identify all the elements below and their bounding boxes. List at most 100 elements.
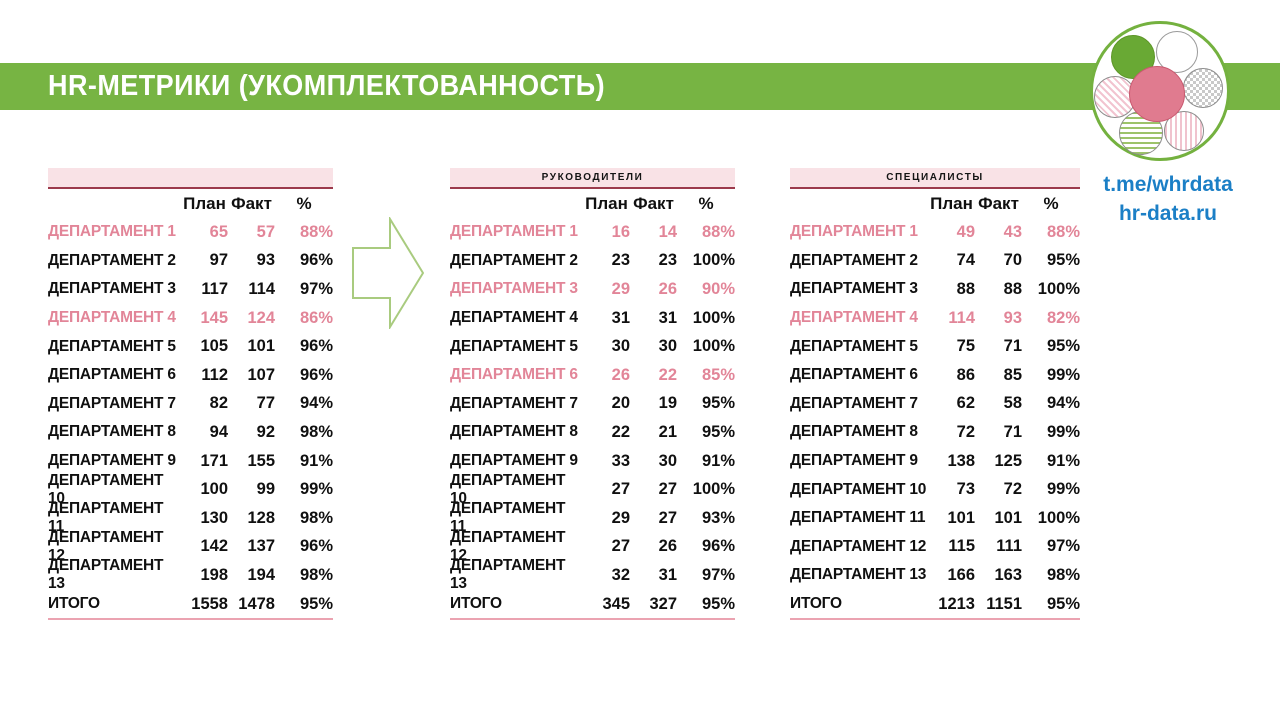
plan-value: 100 xyxy=(200,480,228,499)
fact-value: 30 xyxy=(658,451,677,470)
percent-value: 95% xyxy=(701,594,735,613)
table-row: ДЕПАРТАМЕНТ 3 117 114 97% xyxy=(48,275,333,304)
percent-value: 94% xyxy=(1046,394,1080,413)
row-label: ДЕПАРТАМЕНТ 13 xyxy=(48,557,164,593)
row-label: ДЕПАРТАМЕНТ 12 xyxy=(48,528,164,564)
row-label: ДЕПАРТАМЕНТ 5 xyxy=(790,337,918,355)
table-row: ДЕПАРТАМЕНТ 2 97 93 96% xyxy=(48,247,333,276)
fact-value: 88 xyxy=(1003,279,1022,298)
fact-value: 85 xyxy=(1003,365,1022,384)
percent-value: 95% xyxy=(701,422,735,441)
table-row: ДЕПАРТАМЕНТ 3 88 88 100% xyxy=(790,275,1080,304)
table-row: ДЕПАРТАМЕНТ 7 20 19 95% xyxy=(450,390,735,419)
plan-value: 30 xyxy=(611,337,630,356)
table-row: ДЕПАРТАМЕНТ 4 114 93 82% xyxy=(790,304,1080,333)
plan-value: 73 xyxy=(956,480,975,499)
fact-value: 93 xyxy=(1003,308,1022,327)
row-label: ДЕПАРТАМЕНТ 13 xyxy=(450,557,566,593)
percent-value: 86% xyxy=(299,308,333,327)
plan-value: 29 xyxy=(611,508,630,527)
table-row: ДЕПАРТАМЕНТ 7 62 58 94% xyxy=(790,390,1080,419)
column-header-percent: % xyxy=(1043,193,1059,213)
link-site[interactable]: hr-data.ru xyxy=(1118,202,1217,225)
fact-value: 71 xyxy=(1003,422,1022,441)
table-row: ДЕПАРТАМЕНТ 12 27 26 96% xyxy=(450,529,735,564)
fact-value: 31 xyxy=(658,308,677,327)
fact-value: 26 xyxy=(658,537,677,556)
table-row: ДЕПАРТАМЕНТ 9 33 30 91% xyxy=(450,447,735,476)
table-row: ДЕПАРТАМЕНТ 13 166 163 98% xyxy=(790,561,1080,590)
percent-value: 98% xyxy=(1046,565,1080,584)
percent-value: 96% xyxy=(299,337,333,356)
percent-value: 91% xyxy=(299,451,333,470)
table-row: ДЕПАРТАМЕНТ 4 145 124 86% xyxy=(48,304,333,333)
plan-value: 33 xyxy=(611,451,630,470)
row-label: ДЕПАРТАМЕНТ 7 xyxy=(48,394,176,412)
table-row: ДЕПАРТАМЕНТ 6 86 85 99% xyxy=(790,361,1080,390)
column-header-row: План Факт% xyxy=(790,189,1080,218)
petal-white-icon xyxy=(1156,31,1198,73)
row-label: ИТОГО xyxy=(48,595,100,613)
percent-value: 100% xyxy=(692,308,735,327)
column-header-row: План Факт% xyxy=(48,189,333,218)
row-label: ДЕПАРТАМЕНТ 3 xyxy=(450,280,578,298)
row-label: ДЕПАРТАМЕНТ 7 xyxy=(790,394,918,412)
column-header-plan: План xyxy=(183,193,226,213)
table-row: ДЕПАРТАМЕНТ 10 27 27 100% xyxy=(450,472,735,507)
staffing-table-specialists: СПЕЦИАЛИСТЫ План Факт% ДЕПАРТАМЕНТ 1 49 43 88%… xyxy=(790,168,1080,621)
petal-gray-checker-icon xyxy=(1183,68,1223,108)
fact-value: 57 xyxy=(256,222,275,241)
percent-value: 99% xyxy=(1046,422,1080,441)
table-row: ДЕПАРТАМЕНТ 2 74 70 95% xyxy=(790,247,1080,276)
table-row: ДЕПАРТАМЕНТ 8 22 21 95% xyxy=(450,418,735,447)
plan-value: 26 xyxy=(611,365,630,384)
row-label: ДЕПАРТАМЕНТ 8 xyxy=(48,423,176,441)
row-label: ДЕПАРТАМЕНТ 9 xyxy=(450,452,578,470)
percent-value: 99% xyxy=(1046,480,1080,499)
row-label: ДЕПАРТАМЕНТ 2 xyxy=(450,251,578,269)
row-label: ДЕПАРТАМЕНТ 2 xyxy=(48,251,176,269)
table-row: ДЕПАРТАМЕНТ 10 73 72 99% xyxy=(790,475,1080,504)
fact-value: 101 xyxy=(247,337,275,356)
row-label: ДЕПАРТАМЕНТ 9 xyxy=(48,452,176,470)
fact-value: 114 xyxy=(248,279,275,298)
column-header-plan: План xyxy=(930,193,973,213)
table-row: ДЕПАРТАМЕНТ 5 105 101 96% xyxy=(48,332,333,361)
column-header-fact: Факт xyxy=(231,193,272,213)
table-row: ДЕПАРТАМЕНТ 11 29 27 93% xyxy=(450,500,735,535)
row-label: ДЕПАРТАМЕНТ 6 xyxy=(790,366,918,384)
row-label: ДЕПАРТАМЕНТ 4 xyxy=(450,309,578,327)
fact-value: 31 xyxy=(658,565,677,584)
fact-value: 128 xyxy=(247,508,275,527)
total-row: ИТОГО 1558 1478 95% xyxy=(48,590,333,621)
percent-value: 98% xyxy=(299,508,333,527)
row-label: ДЕПАРТАМЕНТ 10 xyxy=(450,471,566,507)
link-telegram[interactable]: t.me/whrdata xyxy=(1103,173,1233,196)
percent-value: 97% xyxy=(701,565,735,584)
row-label: ДЕПАРТАМЕНТ 1 xyxy=(450,223,578,241)
table-row: ДЕПАРТАМЕНТ 2 23 23 100% xyxy=(450,247,735,276)
fact-value: 23 xyxy=(658,251,677,270)
percent-value: 97% xyxy=(1046,537,1080,556)
table-row: ДЕПАРТАМЕНТ 12 115 111 97% xyxy=(790,533,1080,562)
percent-value: 96% xyxy=(299,365,333,384)
table-row: ДЕПАРТАМЕНТ 13 32 31 97% xyxy=(450,557,735,592)
plan-value: 65 xyxy=(209,222,228,241)
total-row: ИТОГО 345 327 95% xyxy=(450,590,735,621)
percent-value: 99% xyxy=(299,480,333,499)
table-row: ДЕПАРТАМЕНТ 7 82 77 94% xyxy=(48,390,333,419)
plan-value: 1213 xyxy=(938,594,975,613)
percent-value: 95% xyxy=(1046,337,1080,356)
total-row: ИТОГО 1213 1151 95% xyxy=(790,590,1080,621)
percent-value: 100% xyxy=(1037,279,1080,298)
percent-value: 100% xyxy=(692,251,735,270)
band-label: РУКОВОДИТЕЛИ xyxy=(450,168,735,189)
plan-value: 27 xyxy=(611,480,630,499)
table-row: ДЕПАРТАМЕНТ 6 26 22 85% xyxy=(450,361,735,390)
row-label: ИТОГО xyxy=(790,595,842,613)
fact-value: 26 xyxy=(658,279,677,298)
plan-value: 94 xyxy=(209,422,228,441)
row-label: ИТОГО xyxy=(450,595,502,613)
percent-value: 82% xyxy=(1046,308,1080,327)
percent-value: 94% xyxy=(299,394,333,413)
